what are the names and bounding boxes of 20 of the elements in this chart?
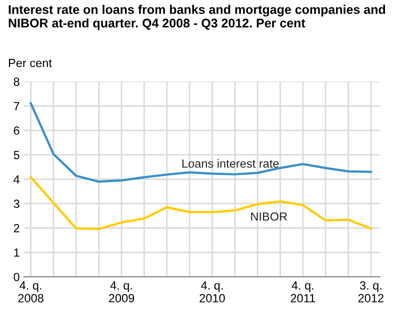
y-tick-label: 3 [14,200,20,208]
y-tick-label: 5 [14,150,20,160]
x-tick-label: 4. q. 2010 [200,281,225,302]
y-tick-label: 4 [14,175,20,184]
y-axis-title: Per cent [8,58,52,68]
series-label: Loans interest rate [182,159,279,168]
y-tick-label: 0 [14,272,20,282]
x-tick-label: 4. q. 2008 [18,281,44,302]
chart-title: Interest rate on loans from banks and mortgage companies and NIBOR at-end quarter. Q4 2008 - Q3 2012. Per cent [8,4,386,30]
x-tick-label: 4. q. 2011 [290,281,316,302]
x-tick-label: 4. q. 2009 [108,281,134,302]
y-tick-label: 7 [14,102,20,110]
x-tick-label: 3. q. 2012 [358,281,384,302]
y-tick-label: 8 [14,78,20,86]
y-tick-label: 6 [14,126,20,135]
line-series [30,176,372,230]
y-tick-label: 2 [14,224,20,232]
y-tick-label: 1 [14,248,20,257]
line-series [30,102,372,183]
series-label: NIBOR [251,212,288,221]
